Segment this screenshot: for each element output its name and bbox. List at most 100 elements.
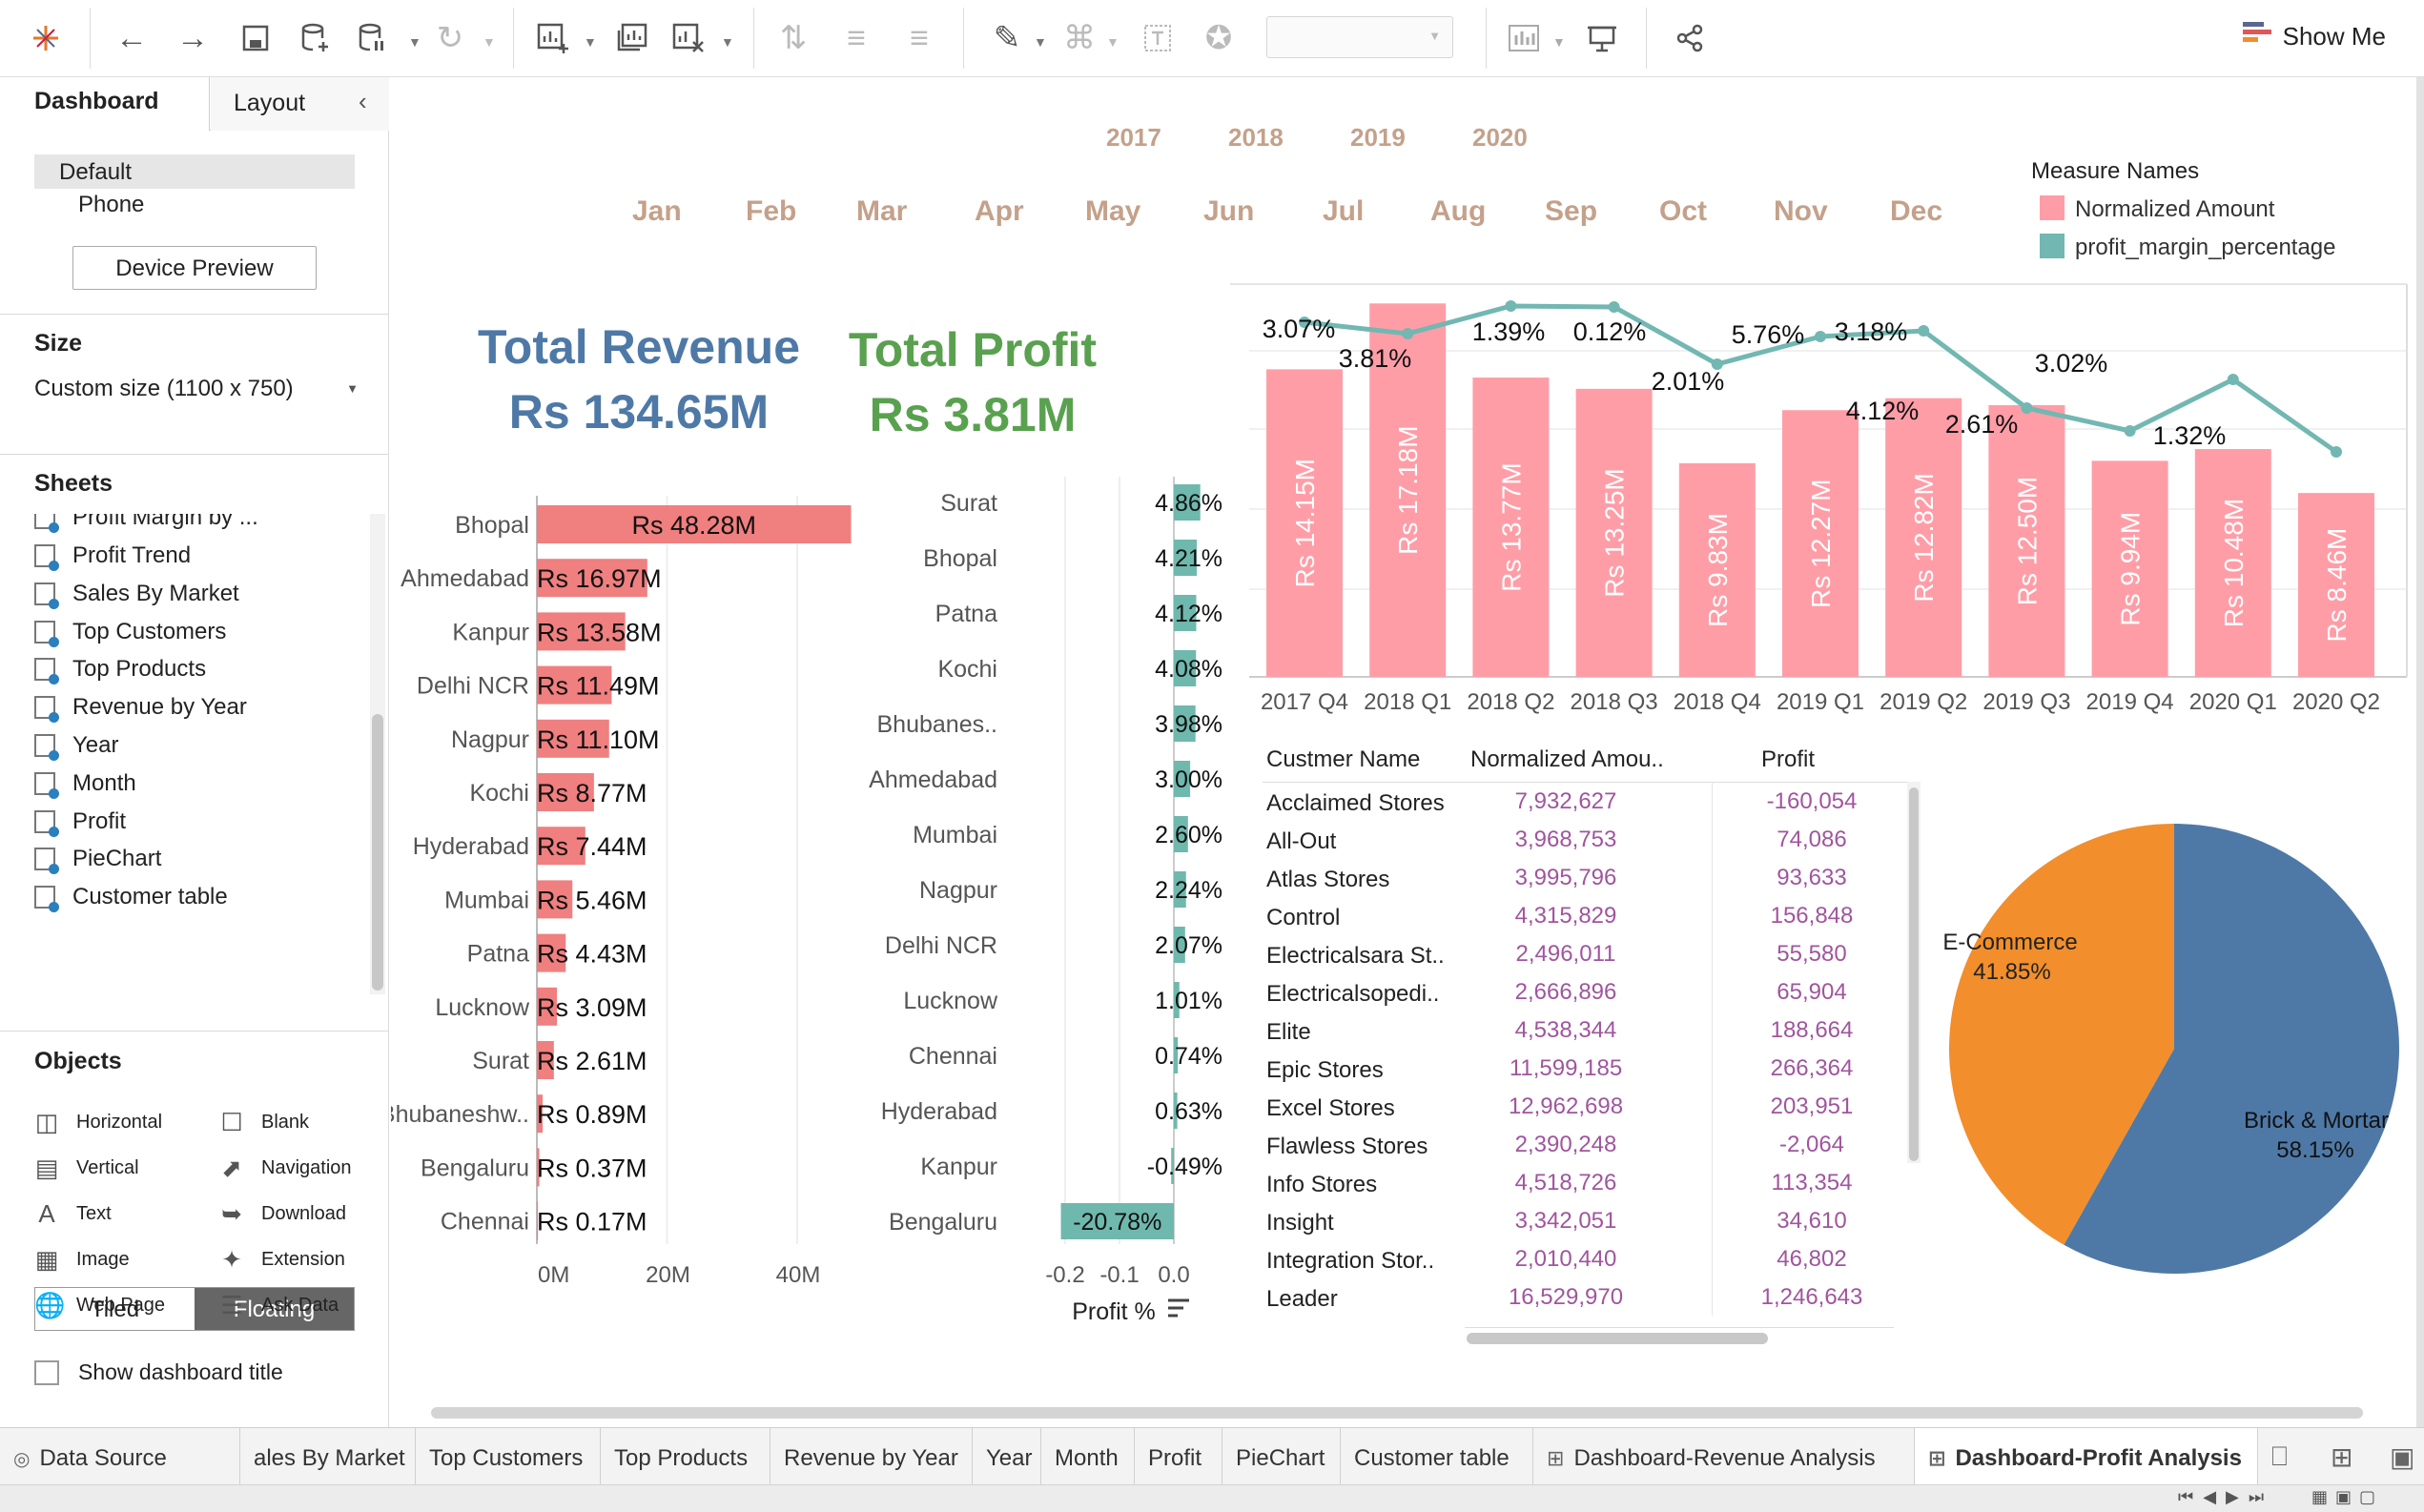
device-default-row[interactable]: Default [34,154,355,189]
profit-margin-bar[interactable] [1060,1203,1174,1239]
new-story-icon[interactable]: ▣ [2390,1442,2415,1472]
legend-swatch[interactable] [2040,195,2065,220]
refresh-icon[interactable]: ↻ [436,20,464,56]
show-me-button[interactable]: Show Me [2242,21,2386,52]
revenue-bar[interactable] [537,505,852,543]
scrollbar-thumb[interactable] [1467,1333,1768,1344]
chevron-down-icon[interactable]: ▼ [584,34,597,50]
device-preview-button[interactable]: Device Preview [72,246,317,290]
month-filter-item[interactable]: Nov [1774,195,1828,227]
table-row[interactable]: Atlas Stores 3,995,796 93,633 [1249,861,1917,899]
table-row[interactable]: Integration Stor.. 2,010,440 46,802 [1249,1242,1917,1280]
normalized-amount-bar[interactable] [1266,369,1343,677]
table-row[interactable]: All-Out 3,968,753 74,086 [1249,823,1917,861]
object-text[interactable]: A Text [34,1199,111,1229]
chevron-down-icon[interactable]: ▼ [408,34,421,50]
revenue-bar[interactable] [537,987,558,1026]
object-download[interactable]: ➥ Download [219,1199,346,1229]
month-filter-item[interactable]: Jan [632,195,682,227]
sheet-tab[interactable]: ⊞ Dashboard-Profit Analysis [1915,1428,2258,1485]
revenue-bar[interactable] [537,827,585,866]
sheet-item[interactable]: Month [34,770,136,799]
back-icon[interactable]: ← [115,19,148,56]
revenue-bar[interactable] [537,1148,540,1187]
show-title-row[interactable]: Show dashboard title [34,1359,283,1385]
profit-margin-point[interactable] [2124,425,2136,437]
revenue-bar[interactable] [537,1094,544,1134]
table-row[interactable]: Electricalsopedi.. 2,666,896 65,904 [1249,975,1917,1013]
table-row[interactable]: Control 4,315,829 156,848 [1249,899,1917,937]
profit-margin-point[interactable] [2227,374,2239,385]
month-filter-item[interactable]: May [1085,195,1141,227]
table-row[interactable]: Flawless Stores 2,390,248 -2,064 [1249,1128,1917,1166]
profit-margin-point[interactable] [1299,317,1310,328]
profit-margin-bar[interactable] [1174,927,1185,963]
revenue-bar[interactable] [537,1201,539,1240]
profit-margin-point[interactable] [1505,300,1517,312]
chevron-down-icon[interactable]: ▼ [1552,34,1566,50]
new-worksheet-icon[interactable] [532,17,574,59]
duplicate-sheet-icon[interactable] [610,17,652,59]
sheet-item-partial[interactable]: Profit Margin by ... [34,514,258,533]
revenue-bar[interactable] [537,719,609,758]
tab-dashboard[interactable]: Dashboard [0,77,210,131]
legend-label[interactable]: Normalized Amount [2075,196,2275,222]
table-row[interactable]: Electricalsara St.. 2,496,011 55,580 [1249,937,1917,975]
profit-margin-bar[interactable] [1174,816,1188,852]
sheet-tab[interactable]: Top Products [601,1428,770,1485]
tableau-logo-icon[interactable] [25,17,67,59]
normalized-amount-bar[interactable] [1369,303,1447,677]
show-title-checkbox[interactable] [34,1359,59,1385]
sheet-tab[interactable]: Year [973,1428,1041,1485]
clear-sheet-icon[interactable] [668,17,709,59]
chevron-down-icon[interactable]: ▼ [483,34,496,50]
table-header[interactable]: Normalized Amou.. [1470,746,1664,772]
highlight-icon[interactable]: ✎ [993,20,1021,56]
profit-margin-point[interactable] [1815,331,1826,342]
year-filter-item[interactable]: 2020 [1472,123,1528,152]
normalized-amount-bar[interactable] [2194,449,2271,677]
month-filter-item[interactable]: Mar [856,195,908,227]
profit-margin-bar[interactable] [1174,1037,1179,1073]
year-filter-item[interactable]: 2018 [1228,123,1284,152]
revenue-bar[interactable] [537,612,626,651]
table-header[interactable]: Profit [1761,746,1816,772]
profit-margin-point[interactable] [1918,325,1930,337]
table-row[interactable]: Leader 16,529,970 1,246,643 [1249,1280,1917,1318]
profit-margin-point[interactable] [1608,301,1620,313]
object-image[interactable]: ▦ Image [34,1245,130,1275]
month-filter-item[interactable]: Sep [1545,195,1598,227]
sheet-tab[interactable]: Top Customers [416,1428,601,1485]
chart-type-icon[interactable] [1503,17,1545,59]
month-filter-item[interactable]: Oct [1659,195,1708,227]
normalized-amount-bar[interactable] [1885,398,1962,677]
canvas-horizontal-scrollbar[interactable] [431,1407,2363,1419]
object-extension[interactable]: ✦ Extension [219,1245,345,1275]
profit-margin-bar[interactable] [1174,871,1186,908]
revenue-bar[interactable] [537,559,647,598]
month-filter-item[interactable]: Dec [1890,195,1943,227]
profit-margin-point[interactable] [2331,446,2342,458]
normalized-amount-bar[interactable] [1575,388,1653,677]
object-vertical[interactable]: ▤ Vertical [34,1154,139,1183]
sheet-item[interactable]: Top Customers [34,619,226,647]
normalized-amount-bar[interactable] [2298,493,2374,677]
table-row[interactable]: Elite 4,538,344 188,664 [1249,1013,1917,1052]
revenue-bar[interactable] [537,880,573,919]
scrollbar-thumb[interactable] [1909,787,1919,1161]
scrollbar-thumb[interactable] [372,714,383,991]
customer-table-scrollbar[interactable] [1907,782,1921,1163]
profit-margin-bar[interactable] [1174,1093,1178,1129]
table-row[interactable]: Epic Stores 11,599,185 266,364 [1249,1052,1917,1090]
swap-icon[interactable]: ⇅ [779,20,808,56]
table-row[interactable]: Info Stores 4,518,726 113,354 [1249,1166,1917,1204]
sheet-item[interactable]: Top Products [34,656,206,685]
table-row[interactable]: Insight 3,342,051 34,610 [1249,1204,1917,1242]
sort-descending-icon[interactable]: ≡ [910,19,929,56]
sheet-item[interactable]: Profit [34,808,126,837]
profit-margin-bar[interactable] [1174,705,1196,742]
sort-icon[interactable] [1168,1298,1189,1318]
sheet-tab[interactable]: PieChart [1222,1428,1341,1485]
object-blank[interactable]: ☐ Blank [219,1108,309,1137]
sheet-tab[interactable]: ⊞ Dashboard-Revenue Analysis [1533,1428,1915,1485]
